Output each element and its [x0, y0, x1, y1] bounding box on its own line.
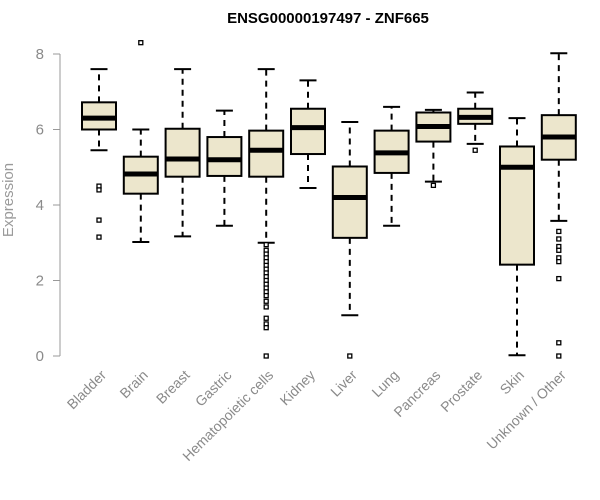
outlier-point — [556, 228, 562, 235]
x-tick-label: Skin — [497, 367, 528, 398]
outlier-point — [263, 325, 269, 331]
iqr-box — [248, 129, 285, 178]
iqr-box — [164, 127, 201, 178]
outlier-point — [263, 353, 269, 359]
outlier-point — [263, 292, 269, 299]
box-group — [206, 109, 243, 227]
y-tick-label: 4 — [36, 197, 44, 214]
box-group — [540, 52, 577, 359]
outlier-point — [430, 182, 437, 189]
outlier-point — [263, 315, 269, 321]
x-tick-label: Brain — [116, 367, 150, 401]
outlier-point — [263, 304, 269, 310]
y-axis-label: Expression — [0, 163, 17, 237]
box-group — [331, 120, 368, 359]
x-tick-label: Prostate — [437, 367, 485, 415]
box-group — [499, 117, 535, 357]
outlier-point — [138, 40, 144, 46]
x-tick-label: Breast — [153, 367, 193, 407]
outlier-point — [96, 234, 102, 240]
outlier-point — [472, 147, 478, 153]
box-group — [415, 108, 452, 189]
iqr-box — [499, 145, 535, 266]
outlier-point — [556, 258, 562, 265]
y-tick-label: 2 — [36, 273, 44, 290]
outlier-point — [556, 275, 562, 282]
iqr-box — [290, 107, 326, 156]
box-group — [248, 68, 285, 359]
chart-title: ENSG00000197497 - ZNF665 — [227, 10, 429, 27]
box-group — [373, 105, 410, 227]
y-tick-label: 6 — [36, 122, 44, 139]
box-group — [164, 68, 201, 238]
box-series — [81, 40, 577, 359]
box-group — [81, 68, 117, 240]
x-tick-label: Unknown / Other — [483, 367, 569, 453]
y-axis: 0 2 4 6 8 — [36, 46, 61, 365]
outlier-point — [263, 298, 269, 304]
iqr-box — [331, 165, 368, 239]
outlier-point — [556, 353, 562, 359]
outlier-point — [263, 241, 269, 248]
outlier-point — [96, 217, 102, 223]
outlier-point — [556, 236, 562, 242]
box-group — [457, 91, 494, 153]
x-tick-label: Lung — [368, 367, 401, 400]
box-group — [290, 79, 326, 190]
x-tick-label: Bladder — [64, 367, 110, 413]
outlier-point — [556, 247, 562, 253]
x-tick-label: Kidney — [277, 367, 319, 409]
iqr-box — [206, 136, 243, 177]
y-tick-label: 0 — [36, 348, 44, 365]
outlier-point — [347, 353, 353, 359]
box-group — [122, 40, 159, 243]
outlier-point — [556, 340, 562, 346]
x-tick-label: Liver — [327, 367, 360, 400]
y-tick-label: 8 — [36, 46, 44, 63]
outlier-point — [96, 187, 102, 193]
